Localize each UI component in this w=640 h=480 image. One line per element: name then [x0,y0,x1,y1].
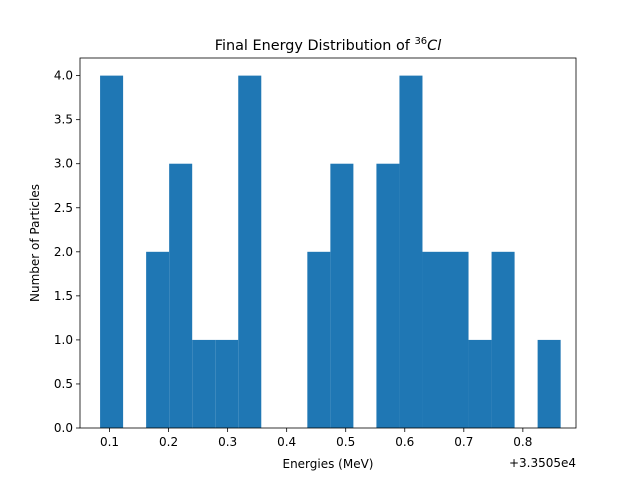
y-tick-label: 2.0 [54,245,73,259]
y-tick-label: 2.5 [54,201,73,215]
histogram-bar [100,75,124,428]
x-tick-label: 0.3 [218,435,237,449]
x-tick-label: 0.4 [277,435,296,449]
chart-title-element: Cl [427,38,441,54]
x-tick-label: 0.2 [159,435,178,449]
x-axis-ticks: 0.1 0.2 0.3 0.4 0.5 0.6 0.7 0.8 [100,428,532,449]
histogram-bar [376,163,400,428]
histogram-bar [422,251,446,428]
histogram-bar [146,251,170,428]
histogram-bar [468,339,492,428]
axes-frame [79,57,577,429]
y-axis-ticks: 0.0 0.5 1.0 1.5 2.0 2.5 3.0 3.5 4.0 [54,69,80,435]
x-axis-label: Energies (MeV) [282,457,373,471]
y-tick-label: 0.5 [54,377,73,391]
histogram-bar [215,339,239,428]
x-tick-label: 0.1 [100,435,119,449]
chart-title-mass-number: 36 [414,36,427,47]
x-axis-offset-label: +3.3505e4 [509,456,576,470]
y-axis-label: Number of Particles [28,184,42,302]
x-tick-label: 0.5 [336,435,355,449]
chart-title-prefix: Final Energy Distribution of [215,38,415,54]
x-tick-label: 0.8 [513,435,532,449]
y-tick-label: 3.5 [54,113,73,127]
y-tick-label: 4.0 [54,69,73,83]
histogram-bar [491,251,515,428]
histogram-bar [192,339,216,428]
x-tick-label: 0.7 [454,435,473,449]
histogram-bar [169,163,193,428]
y-tick-label: 1.5 [54,289,73,303]
y-tick-label: 3.0 [54,157,73,171]
y-tick-label: 1.0 [54,333,73,347]
x-tick-label: 0.6 [395,435,414,449]
y-tick-label: 0.0 [54,421,73,435]
histogram-bar [238,75,262,428]
bars-group [100,75,561,428]
histogram-bar [445,251,469,428]
chart-title: Final Energy Distribution of 36Cl [215,36,441,54]
histogram-bar [330,163,354,428]
histogram-bar [399,75,423,428]
histogram-bar [537,339,561,428]
histogram-bar [307,251,331,428]
